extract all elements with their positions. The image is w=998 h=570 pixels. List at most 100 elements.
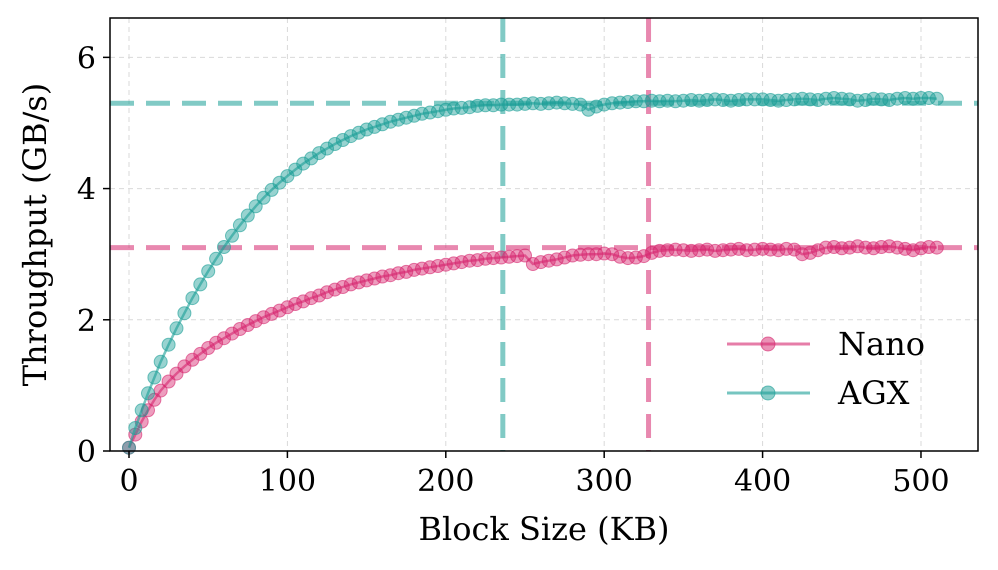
- legend-marker-agx: [760, 385, 776, 401]
- data-point-nano: [367, 271, 382, 286]
- data-point-agx: [351, 125, 366, 140]
- data-point-agx: [407, 108, 422, 123]
- data-point-agx: [304, 151, 319, 166]
- plot-frame: [109, 17, 979, 452]
- legend-marker-nano: [760, 336, 776, 352]
- data-point-agx: [914, 91, 928, 105]
- data-point-agx: [147, 370, 162, 385]
- data-point-nano: [240, 318, 255, 332]
- data-point-agx: [359, 122, 374, 137]
- data-point-nano: [929, 240, 944, 255]
- data-point-agx: [177, 306, 192, 321]
- data-point-nano: [343, 277, 358, 292]
- y-axis-label: Throughput (GB/s): [16, 83, 54, 387]
- x-tick-label: 0: [119, 464, 138, 499]
- data-point-nano: [264, 306, 279, 321]
- y-tick-label: 4: [77, 173, 96, 208]
- data-point-agx: [169, 321, 184, 336]
- data-point-nano: [351, 275, 366, 290]
- data-point-agx: [185, 291, 200, 306]
- data-point-nano: [636, 249, 651, 264]
- legend: Nano AGX: [727, 325, 925, 412]
- data-point-nano: [312, 288, 327, 303]
- data-point-agx: [320, 141, 334, 156]
- data-point-agx: [193, 277, 208, 292]
- data-point-agx: [589, 99, 604, 114]
- data-point-nano: [256, 310, 271, 325]
- series-nano: [122, 239, 944, 455]
- data-point-agx: [375, 117, 390, 132]
- data-point-nano: [248, 314, 263, 329]
- data-point-nano: [296, 294, 311, 309]
- data-point-nano: [209, 335, 224, 350]
- data-point-agx: [573, 97, 588, 112]
- data-point-nano: [644, 245, 659, 260]
- data-point-agx: [478, 98, 493, 113]
- data-point-agx: [153, 354, 168, 369]
- data-point-nano: [288, 297, 303, 311]
- series: [122, 91, 944, 455]
- data-point-agx: [327, 137, 342, 151]
- x-tick-label: 400: [734, 464, 791, 499]
- data-point-agx: [217, 240, 231, 254]
- data-point-nano: [811, 243, 825, 258]
- data-point-agx: [383, 114, 398, 129]
- data-point-agx: [312, 146, 327, 161]
- series-line-agx: [127, 96, 937, 449]
- data-point-agx: [296, 156, 311, 171]
- data-point-agx: [134, 403, 149, 418]
- y-tick-label: 0: [77, 435, 96, 470]
- legend-label-nano: Nano: [838, 325, 925, 363]
- data-point-nano: [272, 303, 287, 318]
- data-point-agx: [248, 199, 263, 214]
- data-point-agx: [581, 102, 596, 117]
- data-point-agx: [128, 421, 143, 435]
- data-point-nano: [217, 331, 231, 346]
- data-point-agx: [739, 92, 754, 107]
- data-point-agx: [494, 97, 509, 112]
- data-point-nano: [518, 248, 532, 263]
- data-point-agx: [747, 92, 762, 107]
- data-point-nano: [320, 285, 334, 300]
- data-point-nano: [557, 250, 572, 265]
- series-agx: [122, 91, 944, 455]
- data-point-nano: [201, 341, 216, 355]
- ticks: 0 100 200 300 400 500 0 2 4 6: [77, 41, 950, 499]
- data-point-nano: [232, 322, 247, 336]
- data-point-agx: [929, 91, 944, 106]
- data-point-nano: [787, 242, 802, 257]
- data-point-agx: [141, 386, 155, 401]
- data-point-agx: [201, 264, 216, 279]
- x-tick-label: 500: [892, 464, 949, 499]
- data-point-agx: [502, 97, 517, 112]
- data-point-nano: [383, 268, 398, 283]
- data-point-agx: [232, 218, 247, 233]
- data-point-nano: [327, 282, 342, 297]
- data-point-nano: [225, 326, 239, 341]
- data-point-agx: [209, 251, 224, 266]
- data-point-agx: [343, 129, 358, 144]
- data-point-agx: [335, 133, 350, 147]
- data-point-agx: [628, 94, 643, 109]
- x-tick-label: 300: [576, 464, 633, 499]
- x-tick-label: 200: [417, 464, 474, 499]
- data-point-agx: [225, 228, 239, 243]
- x-tick-label: 100: [259, 464, 316, 499]
- data-point-nano: [605, 247, 620, 262]
- data-point-nano: [280, 300, 295, 315]
- data-point-agx: [240, 208, 255, 223]
- data-point-nano: [581, 247, 596, 262]
- data-point-agx: [161, 337, 176, 352]
- x-axis-label: Block Size (KB): [418, 510, 669, 548]
- y-tick-label: 6: [77, 41, 96, 76]
- data-point-agx: [367, 119, 382, 134]
- series-line-nano: [127, 245, 937, 449]
- data-point-nano: [399, 264, 414, 279]
- y-tick-label: 2: [77, 304, 96, 339]
- legend-label-agx: AGX: [837, 374, 910, 412]
- data-point-nano: [304, 291, 319, 306]
- data-point-nano: [335, 280, 350, 294]
- data-point-agx: [391, 112, 406, 127]
- data-point-nano: [803, 245, 818, 260]
